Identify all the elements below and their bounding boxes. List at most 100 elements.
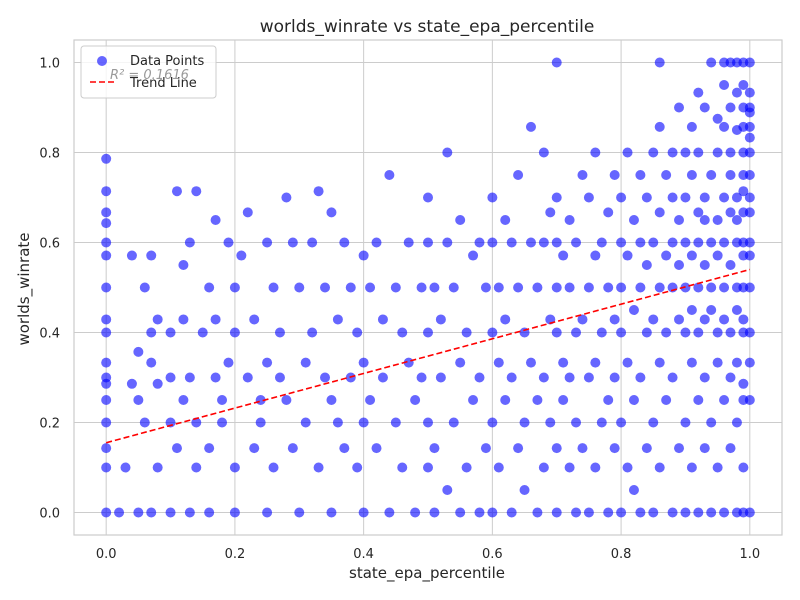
data-point xyxy=(583,372,594,383)
data-point xyxy=(287,237,298,248)
data-point xyxy=(474,372,485,383)
data-point xyxy=(699,102,710,113)
data-point xyxy=(583,192,594,203)
data-point xyxy=(648,237,659,248)
legend: R² = 0.1616 Data Points Trend Line xyxy=(80,45,217,99)
data-point xyxy=(429,443,440,454)
data-point xyxy=(719,80,730,90)
data-point xyxy=(152,314,163,325)
data-point xyxy=(435,314,446,325)
data-point xyxy=(693,327,704,338)
data-point xyxy=(101,327,112,338)
data-point xyxy=(744,170,755,180)
data-point xyxy=(242,207,253,218)
data-point xyxy=(628,305,639,315)
data-point xyxy=(133,395,144,405)
data-point xyxy=(332,417,343,428)
data-point xyxy=(197,327,208,338)
data-point xyxy=(725,102,736,113)
data-point xyxy=(648,507,659,518)
data-point xyxy=(274,327,285,338)
data-point xyxy=(455,507,466,518)
data-point xyxy=(358,417,369,428)
data-point xyxy=(506,507,517,518)
data-point xyxy=(616,282,627,293)
data-point xyxy=(590,357,601,368)
data-point xyxy=(731,87,742,98)
data-point xyxy=(152,378,163,389)
data-point xyxy=(371,443,382,454)
data-point xyxy=(551,192,562,203)
data-point xyxy=(126,250,137,261)
data-point xyxy=(731,357,742,368)
data-point xyxy=(165,372,176,383)
data-point xyxy=(725,207,736,218)
data-point xyxy=(719,121,730,132)
data-point xyxy=(712,462,723,473)
data-point xyxy=(571,237,582,248)
data-point xyxy=(616,237,627,248)
data-point xyxy=(493,282,504,293)
data-point xyxy=(654,207,665,218)
data-point xyxy=(506,237,517,248)
data-point xyxy=(416,282,427,293)
y-axis-label: worlds_winrate xyxy=(15,232,34,345)
data-point xyxy=(693,87,704,98)
data-point xyxy=(455,357,466,368)
data-point xyxy=(571,417,582,428)
data-point xyxy=(139,282,150,293)
data-point xyxy=(712,215,723,225)
x-tick-label: 0.0 xyxy=(96,547,117,562)
data-point xyxy=(699,192,710,203)
data-point xyxy=(693,207,704,218)
data-point xyxy=(532,282,543,293)
data-point xyxy=(236,250,247,261)
data-point xyxy=(435,372,446,383)
data-point xyxy=(442,147,453,158)
plot-frame xyxy=(73,39,783,536)
data-point xyxy=(641,327,652,338)
trend-line xyxy=(105,268,751,444)
data-point xyxy=(332,314,343,325)
data-point xyxy=(622,462,633,473)
data-point xyxy=(699,215,710,225)
data-point xyxy=(744,327,755,338)
data-point xyxy=(294,507,305,518)
data-point xyxy=(654,462,665,473)
y-tick-label: 0.6 xyxy=(39,237,60,252)
data-point xyxy=(326,507,337,518)
data-point xyxy=(313,186,324,197)
data-point xyxy=(680,417,691,428)
data-point xyxy=(384,170,395,180)
data-point xyxy=(616,417,627,428)
data-point xyxy=(719,237,730,248)
data-point xyxy=(744,357,755,368)
data-point xyxy=(210,215,221,225)
data-point xyxy=(596,417,607,428)
data-point xyxy=(744,147,755,158)
data-point xyxy=(171,186,182,197)
data-point xyxy=(674,102,685,113)
data-point xyxy=(693,237,704,248)
data-point xyxy=(146,507,157,518)
data-point xyxy=(635,282,646,293)
data-point xyxy=(583,282,594,293)
data-point xyxy=(165,327,176,338)
data-point xyxy=(513,443,524,454)
data-point xyxy=(397,462,408,473)
data-point xyxy=(719,192,730,203)
data-point xyxy=(609,314,620,325)
data-point xyxy=(590,147,601,158)
data-point xyxy=(693,282,704,293)
data-point xyxy=(423,417,433,428)
data-point xyxy=(229,327,240,338)
y-tick-label: 0.8 xyxy=(39,147,60,162)
data-point xyxy=(564,215,575,225)
data-point xyxy=(487,507,498,518)
data-point xyxy=(191,186,202,197)
data-point xyxy=(339,237,350,248)
data-point xyxy=(493,357,504,368)
data-point xyxy=(731,417,742,428)
data-point xyxy=(262,357,273,368)
